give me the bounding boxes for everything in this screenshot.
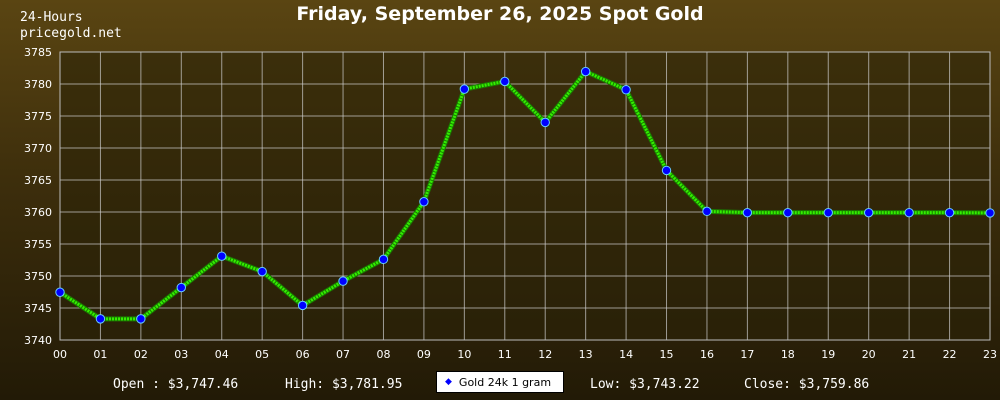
data-point	[621, 85, 631, 95]
high-price: High: $3,781.95	[285, 377, 403, 392]
y-tick-label: 3750	[24, 270, 52, 283]
data-point	[95, 314, 106, 324]
data-point	[944, 207, 955, 218]
x-tick-label: 01	[93, 348, 107, 361]
data-point	[904, 207, 914, 218]
data-point	[378, 254, 389, 265]
x-tick-label: 04	[215, 348, 229, 361]
range-label: 24-Hours	[20, 10, 83, 25]
open-price: Open : $3,747.46	[113, 377, 239, 392]
y-tick-label: 3785	[24, 46, 52, 59]
y-tick-label: 3780	[24, 78, 52, 91]
x-tick-label: 11	[498, 348, 512, 361]
data-point	[419, 197, 429, 207]
data-point	[742, 207, 753, 218]
x-tick-label: 18	[781, 348, 795, 361]
data-point	[297, 300, 308, 311]
data-point	[55, 287, 65, 297]
data-point	[985, 208, 995, 218]
data-point	[136, 314, 146, 324]
x-tick-label: 19	[821, 348, 835, 361]
x-tick-label: 09	[417, 348, 431, 361]
x-tick-label: 14	[619, 348, 633, 361]
data-point	[580, 66, 591, 77]
x-tick-label: 06	[296, 348, 310, 361]
y-tick-label: 3755	[24, 238, 52, 251]
x-tick-label: 21	[902, 348, 916, 361]
x-tick-label: 13	[579, 348, 593, 361]
x-tick-label: 23	[983, 348, 997, 361]
data-point	[338, 276, 348, 286]
low-price: Low: $3,743.22	[590, 377, 700, 392]
site-label: pricegold.net	[20, 26, 122, 41]
data-point	[702, 206, 712, 217]
x-tick-label: 10	[457, 348, 471, 361]
x-tick-label: 02	[134, 348, 148, 361]
x-tick-label: 03	[174, 348, 188, 361]
data-point	[500, 76, 510, 87]
data-point	[540, 117, 550, 128]
x-tick-label: 07	[336, 348, 350, 361]
data-point	[257, 266, 267, 277]
x-tick-label: 17	[740, 348, 754, 361]
x-tick-label: 08	[376, 348, 390, 361]
data-point	[783, 207, 793, 218]
chart-title: Friday, September 26, 2025 Spot Gold	[296, 3, 704, 25]
x-tick-label: 00	[53, 348, 67, 361]
y-tick-label: 3765	[24, 174, 52, 187]
data-point	[661, 165, 672, 176]
x-tick-label: 16	[700, 348, 714, 361]
y-tick-label: 3760	[24, 206, 52, 219]
series-line	[59, 70, 991, 321]
y-tick-label: 3740	[24, 334, 52, 347]
data-point	[823, 207, 833, 218]
x-tick-label: 05	[255, 348, 269, 361]
data-point	[863, 207, 874, 218]
y-tick-label: 3745	[24, 302, 52, 315]
data-point	[217, 251, 227, 261]
x-tick-label: 12	[538, 348, 552, 361]
legend-marker-icon: ◆	[445, 377, 452, 387]
plot-area	[60, 52, 990, 340]
close-price: Close: $3,759.86	[744, 377, 870, 392]
y-tick-label: 3775	[24, 110, 52, 123]
x-tick-label: 22	[943, 348, 957, 361]
x-tick-label: 15	[660, 348, 674, 361]
x-tick-label: 20	[862, 348, 876, 361]
data-point	[459, 84, 470, 94]
y-tick-label: 3770	[24, 142, 52, 155]
data-point	[176, 282, 187, 293]
plot-border	[59, 51, 991, 341]
legend: ◆ Gold 24k 1 gram	[436, 371, 564, 393]
legend-label: Gold 24k 1 gram	[458, 375, 552, 389]
